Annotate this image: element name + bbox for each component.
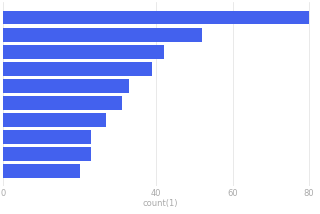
Bar bbox=[3, 28, 202, 42]
Bar bbox=[3, 113, 107, 127]
X-axis label: count(1): count(1) bbox=[142, 199, 178, 208]
Bar bbox=[3, 10, 309, 24]
Bar bbox=[3, 45, 164, 59]
Bar bbox=[3, 96, 122, 110]
Bar bbox=[3, 147, 91, 161]
Bar bbox=[3, 164, 80, 178]
Bar bbox=[3, 62, 152, 76]
Bar bbox=[3, 130, 91, 144]
Bar bbox=[3, 79, 129, 93]
